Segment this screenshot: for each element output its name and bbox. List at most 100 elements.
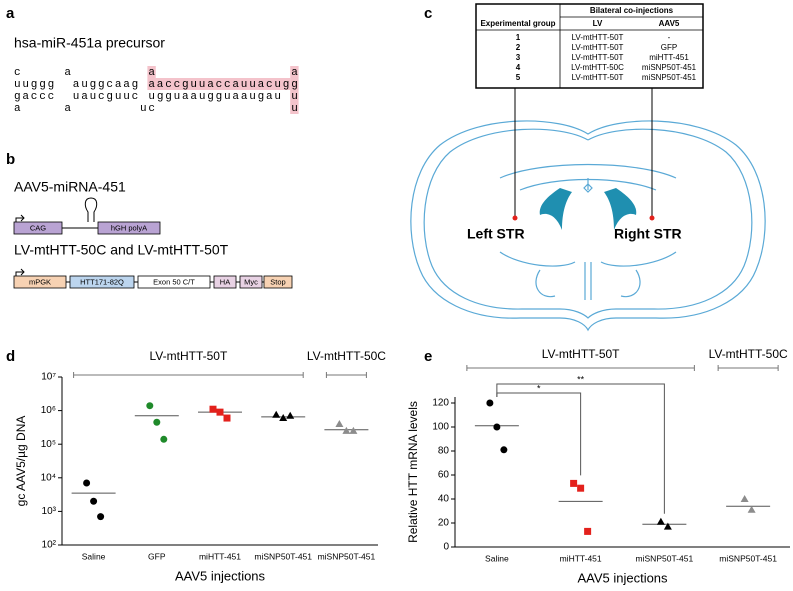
y-tick-label: 0 bbox=[443, 542, 449, 553]
y-tick-label: 120 bbox=[432, 398, 449, 409]
y-axis-title: gc AAV5/µg DNA bbox=[14, 416, 28, 507]
sequence-highlight bbox=[147, 78, 291, 90]
data-point bbox=[160, 435, 168, 443]
data-point bbox=[279, 414, 288, 422]
data-point bbox=[335, 419, 344, 427]
construct-title: AAV5-miRNA-451 bbox=[14, 179, 126, 195]
group-label: LV-mtHTT-50T bbox=[150, 349, 228, 363]
data-point bbox=[146, 402, 154, 410]
data-point bbox=[747, 505, 756, 513]
table-cell: miSNP50T-451 bbox=[642, 63, 697, 72]
significance-label: ** bbox=[577, 374, 585, 384]
y-tick-label: 10⁵ bbox=[41, 439, 56, 450]
construct-label: Stop bbox=[270, 277, 285, 286]
data-point bbox=[486, 399, 494, 407]
x-tick-label: miHTT-451 bbox=[199, 551, 241, 561]
sequence-segment: aaccguuaccauuacug bbox=[148, 79, 291, 91]
y-tick-label: 60 bbox=[438, 470, 450, 481]
x-tick-label: GFP bbox=[148, 551, 166, 561]
y-tick-label: 10⁶ bbox=[41, 405, 56, 416]
table-header: AAV5 bbox=[659, 19, 680, 28]
sequence-highlight bbox=[290, 66, 299, 78]
construct-element bbox=[239, 275, 263, 289]
panel-label: d bbox=[6, 348, 15, 365]
region-label: Left STR bbox=[467, 226, 525, 242]
y-tick-label: 10⁴ bbox=[41, 472, 56, 483]
y-tick-label: 100 bbox=[432, 422, 449, 433]
data-point bbox=[286, 411, 295, 419]
data-point bbox=[223, 414, 231, 422]
table-cell: LV-mtHTT-50T bbox=[572, 33, 624, 42]
sequence-highlight bbox=[290, 78, 299, 90]
sequence-highlight bbox=[147, 66, 156, 78]
data-point bbox=[349, 426, 358, 434]
x-tick-label: miHTT-451 bbox=[560, 553, 602, 563]
x-tick-label: miSNP50T-451 bbox=[318, 551, 376, 561]
data-point bbox=[216, 408, 224, 416]
table-cell: LV-mtHTT-50T bbox=[572, 43, 624, 52]
hairpin bbox=[84, 197, 98, 222]
data-point bbox=[209, 405, 217, 413]
data-point bbox=[500, 446, 508, 454]
data-point bbox=[97, 513, 105, 521]
x-axis-title: AAV5 injections bbox=[175, 568, 266, 583]
data-point bbox=[663, 522, 672, 530]
sequence-segment: gaccc uaucguuc ugguaaugguaaugau bbox=[14, 91, 291, 103]
sequence-segment: uuggg auggcaag bbox=[14, 79, 148, 91]
table-cell: 5 bbox=[516, 73, 521, 82]
table-cell: 4 bbox=[516, 63, 521, 72]
sequence-segment: c a bbox=[14, 67, 148, 79]
table-cell: miSNP50T-451 bbox=[642, 73, 697, 82]
left-ventricle bbox=[539, 188, 572, 230]
group-bracket bbox=[325, 372, 367, 378]
y-tick-label: 10² bbox=[42, 540, 57, 551]
x-axis-title: AAV5 injections bbox=[577, 570, 668, 585]
panel-label: b bbox=[6, 151, 15, 168]
construct-label: HTT171-82Q bbox=[80, 277, 124, 286]
panel-label: a bbox=[6, 5, 15, 22]
group-bracket bbox=[717, 365, 779, 371]
table-frame bbox=[475, 3, 704, 89]
significance-bracket bbox=[496, 383, 665, 514]
table-header: LV bbox=[593, 19, 603, 28]
data-point bbox=[153, 418, 161, 426]
brain-outline bbox=[410, 120, 766, 332]
construct-element bbox=[69, 275, 135, 289]
table-group-header: Bilateral co-injections bbox=[590, 6, 674, 15]
injection-site bbox=[512, 215, 518, 221]
table-cell: LV-mtHTT-50T bbox=[572, 73, 624, 82]
construct-label: HA bbox=[220, 277, 230, 286]
x-tick-label: miSNP50T-451 bbox=[254, 551, 312, 561]
sequence-segment: g bbox=[291, 79, 299, 91]
x-tick-label: Saline bbox=[485, 553, 509, 563]
construct-label: Exon 50 C/T bbox=[153, 277, 195, 286]
significance-bracket bbox=[496, 392, 582, 476]
table-cell: 1 bbox=[516, 33, 521, 42]
panel-a-title: hsa-miR-451a precursor bbox=[14, 35, 165, 51]
x-tick-label: Saline bbox=[82, 551, 106, 561]
data-point bbox=[342, 426, 351, 434]
group-label: LV-mtHTT-50C bbox=[709, 347, 788, 361]
construct-element bbox=[263, 275, 293, 289]
construct-title: LV-mtHTT-50C and LV-mtHTT-50T bbox=[14, 242, 229, 258]
sequence-segment: a bbox=[148, 67, 156, 79]
y-tick-label: 20 bbox=[438, 518, 450, 529]
table-cell: miHTT-451 bbox=[649, 53, 689, 62]
construct-element bbox=[97, 221, 161, 235]
group-label: LV-mtHTT-50C bbox=[307, 349, 386, 363]
table-cell: LV-mtHTT-50T bbox=[572, 53, 624, 62]
table-cell: LV-mtHTT-50C bbox=[571, 63, 624, 72]
table-cell: 2 bbox=[516, 43, 521, 52]
construct-element bbox=[13, 275, 67, 289]
panel-label: c bbox=[424, 5, 432, 22]
data-point bbox=[570, 479, 578, 487]
data-point bbox=[656, 517, 665, 525]
construct-element bbox=[213, 275, 237, 289]
data-point bbox=[272, 410, 281, 418]
right-ventricle bbox=[604, 188, 637, 230]
construct-label: CAG bbox=[30, 223, 46, 232]
construct-label: hGH polyA bbox=[111, 223, 147, 232]
significance-label: * bbox=[537, 383, 541, 393]
construct-element bbox=[13, 221, 63, 235]
